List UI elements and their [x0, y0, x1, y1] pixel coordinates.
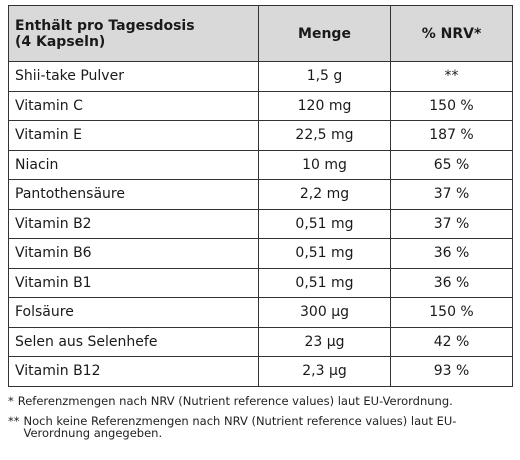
table-cell: 37 % [390, 179, 513, 210]
table-cell: 150 % [390, 90, 513, 121]
table-row: Selen aus Selenhefe 23 µg 42 % [8, 326, 513, 357]
table-cell: Shii-take Pulver [8, 61, 259, 92]
header-text: (4 Kapseln) [15, 33, 106, 50]
table-cell: Folsäure [8, 297, 259, 328]
table-row: Vitamin C 120 mg 150 % [8, 90, 513, 121]
header-cell: Menge [258, 5, 391, 62]
table-cell: Niacin [8, 149, 259, 180]
footnote: ** Noch keine Referenzmengen nach NRV (Nu… [8, 415, 512, 439]
footnote-text: Noch keine Referenzmengen nach NRV (Nutr… [23, 413, 457, 440]
table-cell: 187 % [390, 120, 513, 151]
table-cell: 36 % [390, 238, 513, 269]
table-row: Vitamin B6 0,51 mg 36 % [8, 238, 513, 269]
table-cell: Vitamin B2 [8, 208, 259, 239]
table-row: Vitamin E 22,5 mg 187 % [8, 120, 513, 151]
table-cell: 42 % [390, 326, 513, 357]
table-row: Vitamin B2 0,51 mg 37 % [8, 208, 513, 239]
header-text: Menge [298, 25, 351, 42]
header-row: Enthält pro Tagesdosis (4 Kapseln) Menge % … [8, 5, 513, 62]
table-row: Folsäure 300 µg 150 % [8, 297, 513, 328]
table-cell: 2,2 mg [258, 179, 391, 210]
table-row: Vitamin B12 2,3 µg 93 % [8, 356, 513, 387]
footnote: * Referenzmengen nach NRV (Nutrient refer… [8, 395, 512, 407]
table-cell: 10 mg [258, 149, 391, 180]
footnotes: * Referenzmengen nach NRV (Nutrient refer… [8, 395, 512, 439]
table-body: Shii-take Pulver 1,5 g ** Vitamin C 120 mg 15… [8, 61, 513, 387]
table-cell: Vitamin B1 [8, 267, 259, 298]
table-cell: Vitamin B6 [8, 238, 259, 269]
table-cell: 65 % [390, 149, 513, 180]
table-cell: 23 µg [258, 326, 391, 357]
table-row: Vitamin B1 0,51 mg 36 % [8, 267, 513, 298]
footnote-marker: ** [8, 413, 20, 428]
header-text: Enthält pro Tagesdosis [15, 17, 195, 34]
table-cell: 0,51 mg [258, 208, 391, 239]
table-cell: 150 % [390, 297, 513, 328]
header-text: % NRV* [421, 25, 482, 42]
table-cell: Vitamin C [8, 90, 259, 121]
table-cell: Vitamin B12 [8, 356, 259, 387]
header-cell: % NRV* [390, 5, 513, 62]
nutrition-table-block: Enthält pro Tagesdosis (4 Kapseln) Menge % … [8, 5, 513, 439]
header-cell: Enthält pro Tagesdosis (4 Kapseln) [8, 5, 259, 62]
table-cell: 0,51 mg [258, 267, 391, 298]
nutrition-table: Enthält pro Tagesdosis (4 Kapseln) Menge % … [8, 5, 513, 387]
table-cell: ** [390, 61, 513, 92]
table-cell: 0,51 mg [258, 238, 391, 269]
table-cell: Vitamin E [8, 120, 259, 151]
table-cell: 300 µg [258, 297, 391, 328]
table-cell: 1,5 g [258, 61, 391, 92]
table-row: Shii-take Pulver 1,5 g ** [8, 61, 513, 92]
footnote-text: Referenzmengen nach NRV (Nutrient refere… [17, 393, 453, 408]
table-row: Niacin 10 mg 65 % [8, 149, 513, 180]
table-cell: Pantothensäure [8, 179, 259, 210]
table-cell: 120 mg [258, 90, 391, 121]
table-cell: 37 % [390, 208, 513, 239]
table-cell: 22,5 mg [258, 120, 391, 151]
footnote-marker: * [8, 393, 14, 408]
table-cell: 2,3 µg [258, 356, 391, 387]
table-row: Pantothensäure 2,2 mg 37 % [8, 179, 513, 210]
table-cell: 93 % [390, 356, 513, 387]
table-cell: Selen aus Selenhefe [8, 326, 259, 357]
table-cell: 36 % [390, 267, 513, 298]
